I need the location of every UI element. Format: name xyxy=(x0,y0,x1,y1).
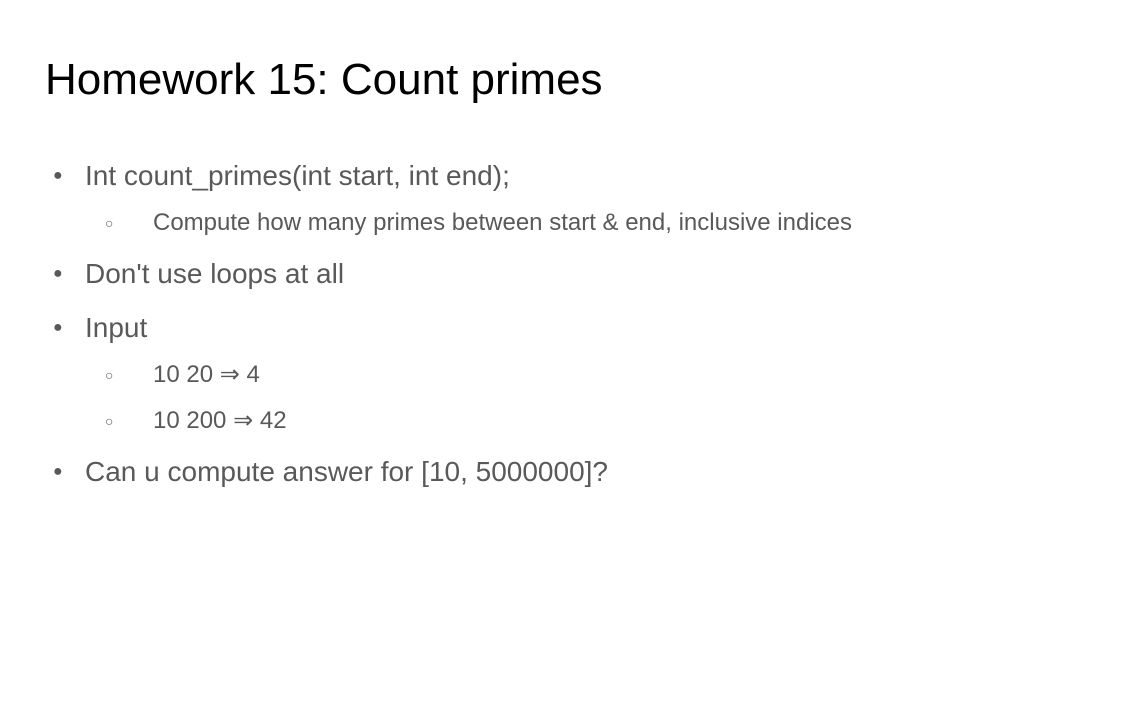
list-item-text: Input xyxy=(85,312,147,343)
list-item-text: Can u compute answer for [10, 5000000]? xyxy=(85,456,608,487)
list-item: Don't use loops at all xyxy=(85,253,1093,295)
sub-list-item: 10 200 ⇒ 42 xyxy=(153,403,1093,439)
sub-list-item-text: Compute how many primes between start & … xyxy=(153,209,852,236)
bullet-list: Int count_primes(int start, int end); Co… xyxy=(45,155,1093,493)
sub-list-item-text: 10 200 ⇒ 42 xyxy=(153,407,287,434)
sub-list-item: 10 20 ⇒ 4 xyxy=(153,357,1093,393)
list-item-text: Int count_primes(int start, int end); xyxy=(85,160,510,191)
sub-list-item: Compute how many primes between start & … xyxy=(153,205,1093,241)
slide-title: Homework 15: Count primes xyxy=(45,55,1093,105)
sub-bullet-list: 10 20 ⇒ 4 10 200 ⇒ 42 xyxy=(85,357,1093,439)
list-item: Can u compute answer for [10, 5000000]? xyxy=(85,451,1093,493)
sub-list-item-text: 10 20 ⇒ 4 xyxy=(153,361,260,388)
list-item: Input 10 20 ⇒ 4 10 200 ⇒ 42 xyxy=(85,307,1093,439)
list-item: Int count_primes(int start, int end); Co… xyxy=(85,155,1093,241)
sub-bullet-list: Compute how many primes between start & … xyxy=(85,205,1093,241)
list-item-text: Don't use loops at all xyxy=(85,258,344,289)
